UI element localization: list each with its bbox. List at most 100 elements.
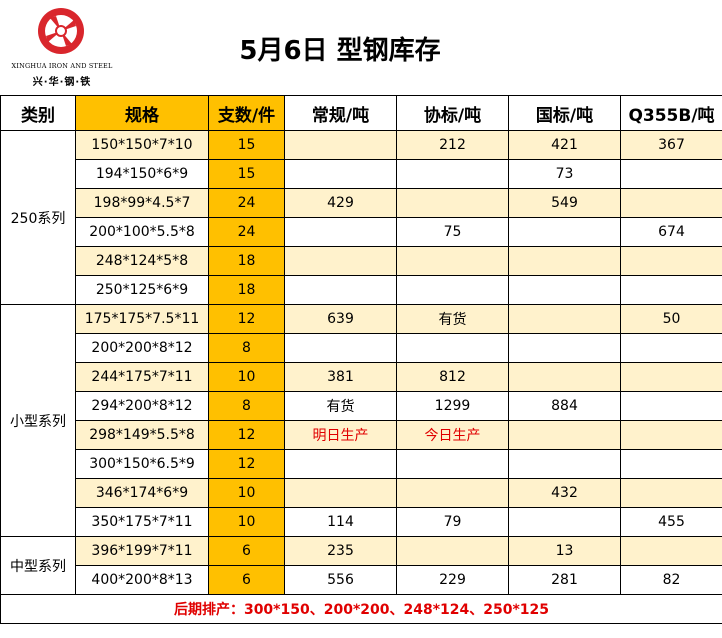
logo-english-text: XINGHUA IRON AND STEEL [11,62,113,70]
q355b-cell [620,420,722,450]
q355b-cell [620,188,722,218]
xiebiao-cell [396,159,509,189]
company-logo: XINGHUA IRON AND STEEL 兴·华·钢·铁 [6,6,116,90]
q355b-cell [620,275,722,305]
col-header-regular: 常规/吨 [284,95,397,131]
spec-cell: 400*200*8*13 [75,565,209,595]
guobiao-cell: 281 [508,565,621,595]
regular-cell [284,217,397,247]
spec-cell: 244*175*7*11 [75,362,209,392]
guobiao-cell [508,246,621,276]
table-row: 298*149*5.5*8 12 明日生产 今日生产 [1,420,722,450]
spec-cell: 294*200*8*12 [75,391,209,421]
guobiao-cell [508,507,621,537]
table-row: 中型系列 396*199*7*11 6 235 13 [0,536,722,595]
spec-cell: 175*175*7.5*11 [75,304,209,334]
q355b-cell: 367 [620,130,722,160]
table-body: 250系列 150*150*7*10 15 212 421 367 194*150*6*9 1… [0,130,722,595]
spec-cell: 200*100*5.5*8 [75,217,209,247]
xiebiao-cell [396,333,509,363]
spec-cell: 298*149*5.5*8 [75,420,209,450]
table-row: 198*99*4.5*7 24 429 549 [1,188,722,218]
count-cell: 18 [208,275,285,305]
guobiao-cell: 13 [508,536,621,566]
q355b-cell [620,391,722,421]
regular-cell [284,246,397,276]
q355b-cell [620,362,722,392]
guobiao-cell [508,275,621,305]
page-title: 5月6日 型钢库存 [239,36,441,66]
guobiao-cell [508,217,621,247]
regular-cell: 429 [284,188,397,218]
regular-cell [284,333,397,363]
xiebiao-cell: 1299 [396,391,509,421]
production-schedule-note: 后期排产：300*150、200*200、248*124、250*125 [0,594,722,624]
count-cell: 8 [208,333,285,363]
count-cell: 10 [208,362,285,392]
guobiao-cell [508,304,621,334]
regular-cell: 556 [284,565,397,595]
guobiao-cell: 549 [508,188,621,218]
q355b-cell: 455 [620,507,722,537]
col-header-q355b: Q355B/吨 [620,95,722,131]
spec-cell: 300*150*6.5*9 [75,449,209,479]
xiebiao-cell [396,536,509,566]
guobiao-cell: 421 [508,130,621,160]
count-cell: 15 [208,159,285,189]
q355b-cell [620,333,722,363]
guobiao-cell: 432 [508,478,621,508]
table-row: 小型系列 175*175*7.5*11 12 639 有货 50 [0,304,722,537]
xinghua-logo-icon [38,8,84,54]
regular-cell: 639 [284,304,397,334]
count-cell: 24 [208,217,285,247]
col-header-count: 支数/件 [208,95,285,131]
count-cell: 10 [208,478,285,508]
count-cell: 15 [208,130,285,160]
count-cell: 6 [208,565,285,595]
table-row: 294*200*8*12 8 有货 1299 884 [1,391,722,421]
regular-cell: 114 [284,507,397,537]
xiebiao-cell: 229 [396,565,509,595]
spec-cell: 250*125*6*9 [75,275,209,305]
count-cell: 12 [208,449,285,479]
xiebiao-cell [396,246,509,276]
page-header: XINGHUA IRON AND STEEL 兴·华·钢·铁 5月6日 型钢库存 [0,0,722,95]
guobiao-cell: 884 [508,391,621,421]
guobiao-cell [508,449,621,479]
xiebiao-cell: 有货 [396,304,509,334]
category-cell: 小型系列 [0,304,76,537]
spec-cell: 194*150*6*9 [75,159,209,189]
q355b-cell [620,449,722,479]
regular-cell: 有货 [284,391,397,421]
guobiao-cell [508,420,621,450]
table-row: 350*175*7*11 10 114 79 455 [1,507,722,537]
table-row: 250系列 150*150*7*10 15 212 421 367 [0,130,722,305]
q355b-cell: 674 [620,217,722,247]
regular-cell: 明日生产 [284,420,397,450]
col-header-guobiao: 国标/吨 [508,95,621,131]
table-row: 194*150*6*9 15 73 [1,159,722,189]
table-header-row: 类别 规格 支数/件 常规/吨 协标/吨 国标/吨 Q355B/吨 [0,95,722,131]
guobiao-cell [508,362,621,392]
table-row: 346*174*6*9 10 432 [1,478,722,508]
table-row: 300*150*6.5*9 12 [1,449,722,479]
regular-cell [284,478,397,508]
count-cell: 12 [208,304,285,334]
table-row: 400*200*8*13 6 556 229 281 82 [1,565,722,595]
spec-cell: 200*200*8*12 [75,333,209,363]
regular-cell [284,275,397,305]
xiebiao-cell: 79 [396,507,509,537]
regular-cell [284,449,397,479]
regular-cell [284,130,397,160]
xiebiao-cell [396,449,509,479]
q355b-cell [620,478,722,508]
xiebiao-cell [396,478,509,508]
regular-cell: 235 [284,536,397,566]
spec-cell: 346*174*6*9 [75,478,209,508]
xiebiao-cell: 75 [396,217,509,247]
spec-cell: 396*199*7*11 [75,536,209,566]
xiebiao-cell [396,275,509,305]
q355b-cell [620,536,722,566]
table-row: 200*100*5.5*8 24 75 674 [1,217,722,247]
count-cell: 18 [208,246,285,276]
